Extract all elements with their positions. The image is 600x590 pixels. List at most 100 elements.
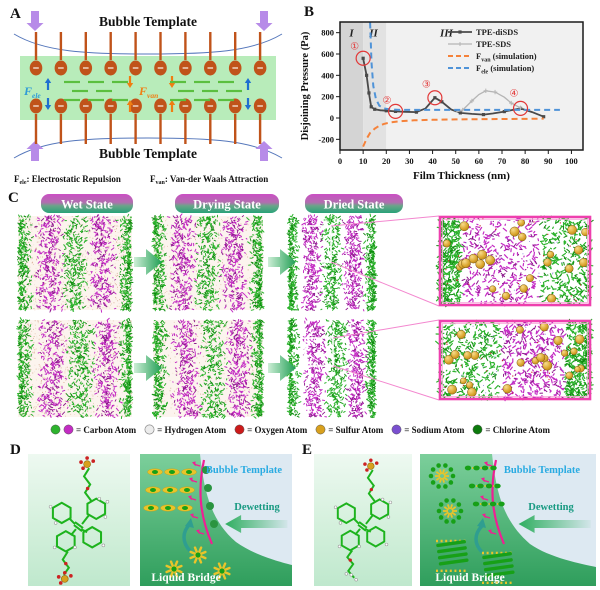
zoom-connector [332, 319, 440, 339]
state-transition-arrow [268, 249, 296, 275]
zoom-connector [330, 215, 440, 227]
tpe-disds-molecule [48, 456, 110, 585]
bubble-template-top-label: Bubble Template [99, 14, 197, 29]
legend-item: TPE-diSDS [476, 27, 518, 37]
dewetting-arrow [225, 515, 288, 533]
liquid-bridge-label: Liquid Bridge [435, 572, 504, 584]
caption-electrostatic: Fele: Electrostatic Repulsion [14, 174, 121, 186]
annotation-number: ① [350, 41, 359, 52]
sodium-label: = Sodium Atom [404, 424, 465, 435]
sodium-swatch [391, 424, 402, 435]
f-ele-label: Fele [23, 84, 41, 100]
tpe-disds-molecule-box [28, 454, 130, 586]
tpe-sds-molecule-box [314, 454, 412, 586]
annotation-circle [512, 100, 529, 117]
legend-item: TPE-SDS [476, 39, 511, 49]
sim-top-drying [151, 213, 265, 313]
panel-a-label: A [10, 6, 21, 22]
x-axis-label: Film Thickness (nm) [413, 170, 510, 182]
annotation-circle [427, 90, 443, 106]
dewetting-label: Dewetting [234, 502, 280, 513]
carbon-green-swatch [50, 424, 61, 435]
tpe-sds-molecule [333, 458, 393, 582]
carbon-label: = Carbon Atom [75, 424, 137, 435]
sulfur-label: = Sulfur Atom [328, 424, 384, 435]
simulation-images [16, 213, 594, 420]
chlorine-swatch [473, 424, 483, 435]
sim-top-dried [286, 213, 378, 312]
state-transition-arrow [134, 249, 162, 275]
bubble-template-label: Bubble Template [504, 465, 580, 476]
bubble-surface-bottom [13, 137, 283, 159]
oxygen-swatch [234, 424, 245, 435]
zoom-box-bottom [304, 337, 334, 367]
sim-bottom-drying [151, 319, 265, 420]
panel-c-simulations: Wet State Drying State Dried State [16, 194, 594, 420]
series-4 [369, 22, 560, 111]
annotation-number: ② [383, 95, 392, 106]
region-label-III: III [439, 28, 454, 40]
hydrogen-swatch [144, 424, 155, 435]
sim-bottom-wet [16, 317, 134, 419]
dewetting-schematic-sds: Bubble Template Dewetting Liquid Bridge [420, 454, 596, 586]
annotation-number: ③ [422, 80, 431, 91]
oxygen-label: = Oxygen Atom [247, 424, 308, 435]
legend-carbon: = Carbon Atom [50, 424, 136, 435]
legend-sodium: = Sodium Atom [391, 424, 464, 435]
sulfur-swatch [315, 424, 326, 435]
carbon-magenta-swatch [63, 424, 74, 435]
panel-e-label: E [302, 442, 313, 458]
x-tick: 90 [544, 156, 553, 166]
state-transition-arrow [134, 355, 162, 381]
x-tick: 10 [359, 156, 368, 166]
plot-border [339, 21, 584, 151]
x-tick: 0 [338, 156, 342, 166]
x-tick: 20 [382, 156, 391, 166]
sim-top-wet [16, 213, 134, 313]
inset-dried-bottom [435, 318, 594, 402]
state-pill-drying [175, 194, 279, 213]
legend-item: Fele (simulation) [476, 63, 534, 76]
region-II [363, 22, 387, 150]
series-3 [362, 117, 544, 148]
annotation-circle [355, 50, 371, 66]
legend-oxygen: = Oxygen Atom [234, 424, 307, 435]
y-tick: 400 [321, 70, 334, 80]
x-tick: 60 [475, 156, 484, 166]
x-tick: 30 [405, 156, 414, 166]
sim-bottom-dried [286, 317, 378, 419]
zoom-connector [330, 261, 440, 307]
legend-item: Fvan (simulation) [476, 51, 537, 64]
legend-hydrogen: = Hydrogen Atom [144, 424, 226, 435]
y-tick: 600 [321, 49, 334, 59]
bubble-template-bottom-label: Bubble Template [99, 146, 197, 161]
x-tick: 70 [498, 156, 507, 166]
state-transition-arrow [268, 355, 296, 381]
y-tick: 200 [321, 92, 334, 102]
bubble-surface-top [13, 33, 283, 55]
y-axis-label: Disjoining Pressure (Pa) [300, 31, 311, 140]
bubble-template-label: Bubble Template [206, 465, 282, 476]
wet-state-label: Wet State [61, 198, 113, 212]
annotation-number: ④ [510, 88, 519, 99]
panel-a-decorations [26, 11, 273, 161]
caption-vanderwaals: Fvan: Van-der Waals Attraction [150, 174, 268, 186]
hydrogen-label: = Hydrogen Atom [157, 424, 227, 435]
dewetting-schematic-disds: Bubble Template Dewetting Liquid Bridge [140, 454, 292, 586]
state-pill-dried [305, 194, 403, 213]
panel-c-label: C [8, 190, 19, 206]
y-tick: 800 [321, 28, 334, 38]
state-pill-wet [41, 194, 133, 213]
x-tick: 80 [521, 156, 530, 166]
x-tick: 100 [565, 156, 578, 166]
f-van-label: Fvan [138, 84, 158, 100]
liquid-bridge-label: Liquid Bridge [151, 572, 220, 584]
drying-state-label: Drying State [193, 198, 261, 212]
region-label-I: I [348, 28, 354, 40]
dewetting-arrow [518, 515, 591, 533]
region-label-II: II [368, 28, 378, 40]
zoom-connector [332, 365, 440, 401]
x-tick: 50 [451, 156, 460, 166]
x-tick: 40 [428, 156, 437, 166]
